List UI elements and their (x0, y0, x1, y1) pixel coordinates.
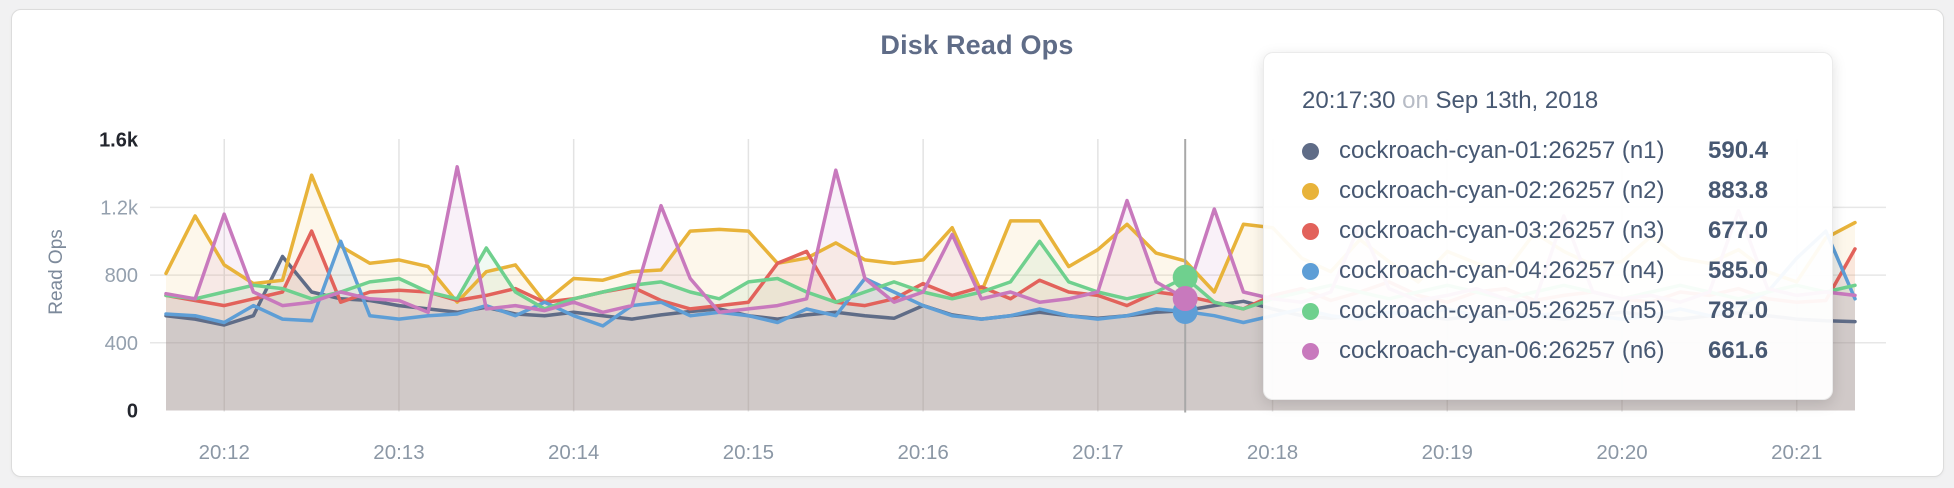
tooltip-row-label: cockroach-cyan-02:26257 (n2) (1339, 177, 1665, 204)
series-dot-n1-icon (1302, 142, 1319, 160)
tooltip-row-value: 590.4 (1708, 137, 1769, 164)
y-tick-0: 0 (127, 401, 138, 423)
x-tick-20:12: 20:12 (199, 441, 250, 464)
chart-title: Disk Read Ops (880, 30, 1074, 60)
x-tick-20:19: 20:19 (1422, 441, 1473, 464)
tooltip-row-n5: cockroach-cyan-05:26257 (n5) 787.0 (1302, 291, 1832, 331)
tooltip-date: Sep 13th, 2018 (1435, 87, 1599, 114)
hover-tooltip: 20:17:30 on Sep 13th, 2018 cockroach-cya… (1263, 52, 1833, 400)
x-tick-20:18: 20:18 (1247, 441, 1298, 464)
y-tick-1.6k: 1.6k (99, 130, 139, 152)
x-tick-20:17: 20:17 (1072, 441, 1123, 464)
hover-point-n6 (1172, 286, 1198, 312)
x-tick-20:15: 20:15 (723, 441, 774, 464)
x-tick-20:21: 20:21 (1771, 441, 1822, 464)
tooltip-row-label: cockroach-cyan-03:26257 (n3) (1339, 217, 1665, 244)
tooltip-timestamp: 20:17:30 on Sep 13th, 2018 (1302, 87, 1832, 115)
series-dot-n2-icon (1302, 182, 1319, 200)
tooltip-row-value: 661.6 (1708, 337, 1769, 364)
tooltip-row-value: 787.0 (1708, 297, 1769, 324)
tooltip-row-n4: cockroach-cyan-04:26257 (n4) 585.0 (1302, 251, 1832, 291)
x-tick-20:20: 20:20 (1596, 441, 1647, 464)
tooltip-row-n2: cockroach-cyan-02:26257 (n2) 883.8 (1302, 171, 1832, 211)
tooltip-row-n3: cockroach-cyan-03:26257 (n3) 677.0 (1302, 211, 1832, 251)
tooltip-row-value: 677.0 (1708, 217, 1769, 244)
y-tick-400: 400 (105, 333, 138, 355)
tooltip-row-value: 585.0 (1708, 257, 1769, 284)
series-dot-n6-icon (1302, 342, 1319, 360)
x-tick-20:16: 20:16 (897, 441, 948, 464)
tooltip-on-word: on (1402, 87, 1429, 114)
series-dot-n5-icon (1302, 302, 1319, 320)
tooltip-row-label: cockroach-cyan-05:26257 (n5) (1339, 297, 1665, 324)
tooltip-row-value: 883.8 (1708, 177, 1769, 204)
tooltip-row-label: cockroach-cyan-01:26257 (n1) (1339, 137, 1665, 164)
tooltip-time: 20:17:30 (1302, 87, 1396, 114)
tooltip-row-n1: cockroach-cyan-01:26257 (n1) 590.4 (1302, 131, 1832, 171)
x-tick-20:14: 20:14 (548, 441, 599, 464)
y-tick-1.2k: 1.2k (100, 197, 139, 219)
tooltip-row-n6: cockroach-cyan-06:26257 (n6) 661.6 (1302, 331, 1832, 371)
y-tick-800: 800 (105, 265, 138, 287)
hover-point-n5 (1172, 264, 1198, 290)
x-tick-20:13: 20:13 (373, 441, 424, 464)
series-dot-n3-icon (1302, 222, 1319, 240)
series-dot-n4-icon (1302, 262, 1319, 280)
tooltip-row-label: cockroach-cyan-04:26257 (n4) (1339, 257, 1665, 284)
tooltip-row-label: cockroach-cyan-06:26257 (n6) (1339, 337, 1665, 364)
